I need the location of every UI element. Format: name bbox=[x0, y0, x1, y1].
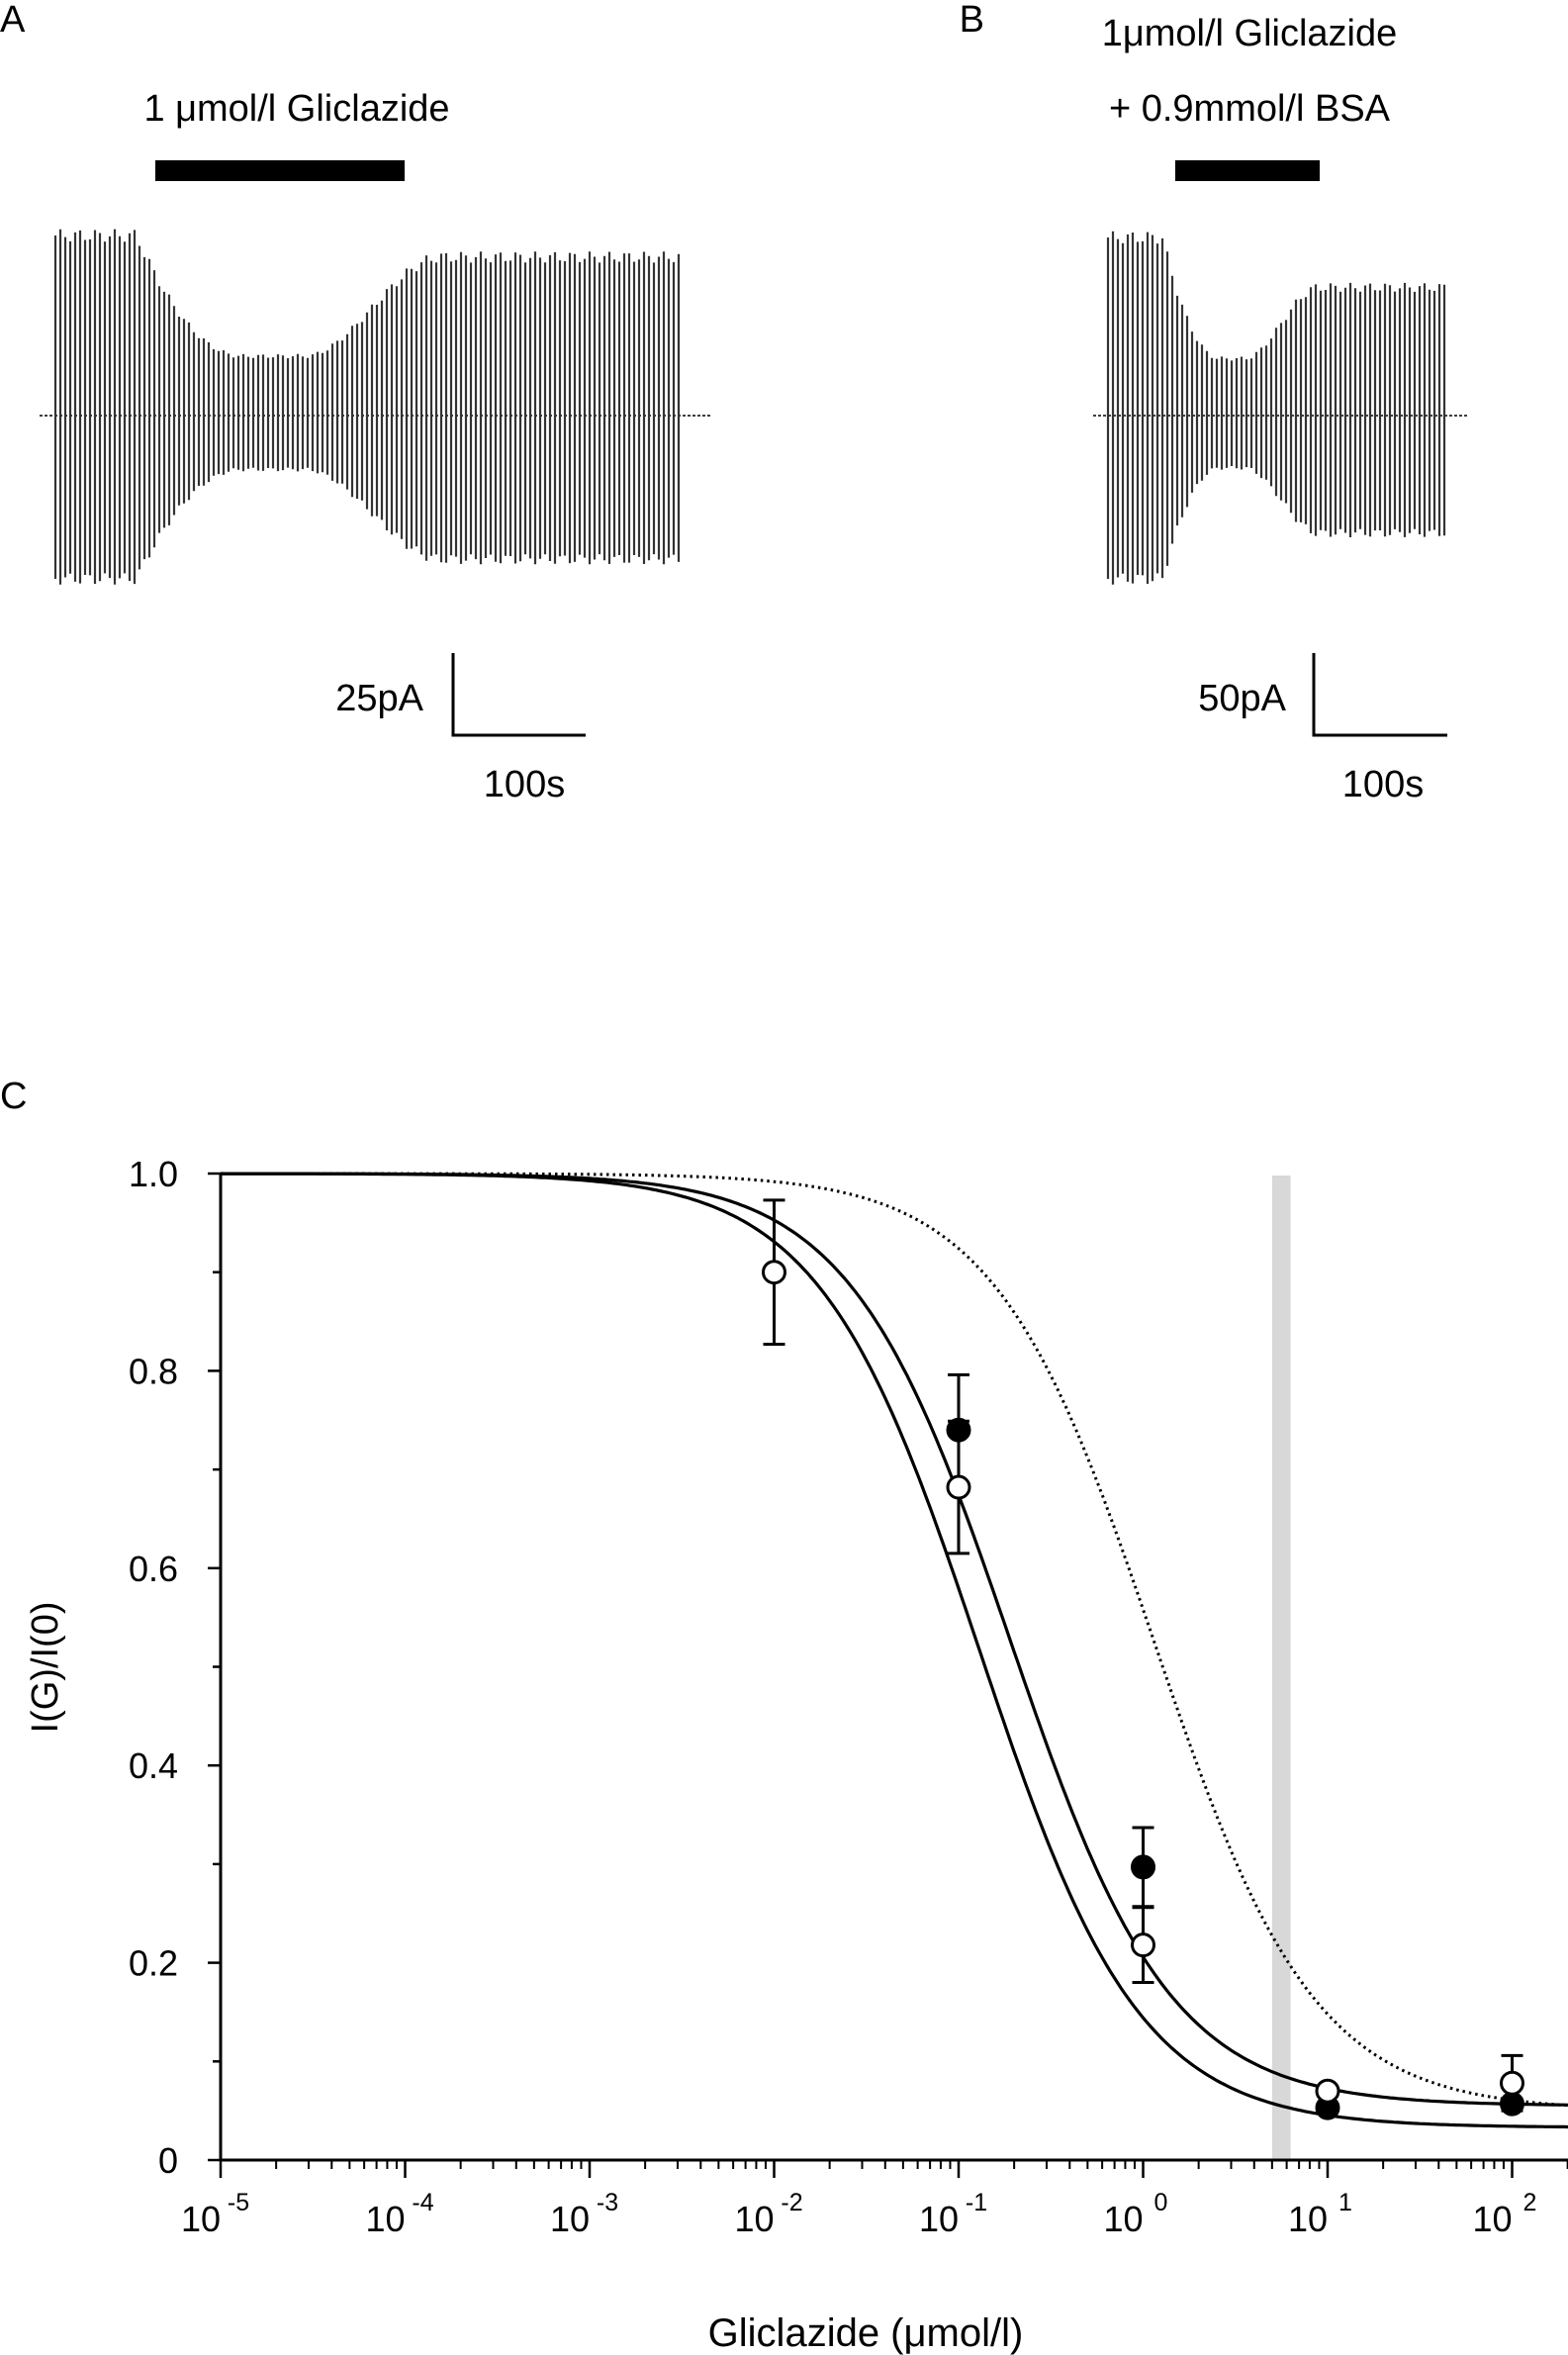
x-tick-label: 10 bbox=[1103, 2199, 1143, 2239]
panel-a-scale-current: 25pA bbox=[335, 678, 423, 719]
data-point-open bbox=[946, 1474, 971, 1500]
x-tick-exponent: -5 bbox=[228, 2189, 249, 2216]
x-tick-label: 10 bbox=[919, 2199, 959, 2239]
fit-curve-dotted-fit bbox=[221, 1172, 1568, 2108]
panel-b-drug-bar bbox=[1175, 160, 1320, 181]
panel-b-drug-label-line1: 1μmol/l Gliclazide bbox=[1102, 13, 1398, 54]
y-ticks: 0 0.2 0.4 0.6 0.8 1.0 bbox=[129, 1154, 221, 2181]
x-tick-label: 10 bbox=[1288, 2199, 1328, 2239]
x-tick-label: 10 bbox=[181, 2199, 221, 2239]
panel-a-label: A bbox=[0, 0, 26, 41]
panel-a-scale-time: 100s bbox=[484, 764, 565, 805]
x-tick-exponent: -3 bbox=[597, 2189, 618, 2216]
fit-curve-open bbox=[221, 1172, 1568, 2129]
fit-curve-filled bbox=[220, 1172, 1568, 2107]
panel-b-scale-time: 100s bbox=[1342, 764, 1424, 805]
panel-b-drug-label-line2: + 0.9mmol/l BSA bbox=[1109, 88, 1391, 130]
data-points bbox=[762, 1198, 1524, 2120]
x-tick-label: 10 bbox=[365, 2199, 405, 2239]
y-tick-label: 0.4 bbox=[129, 1745, 178, 1786]
data-point-open bbox=[1315, 2078, 1340, 2104]
data-point-open bbox=[1131, 1932, 1155, 1958]
panel-a-trace bbox=[53, 229, 681, 585]
panel-a-drug-bar bbox=[155, 160, 405, 181]
x-tick-label: 10 bbox=[550, 2199, 590, 2239]
x-axis-label: Gliclazide (μmol/l) bbox=[708, 2311, 1024, 2355]
panel-c: C 00.20.40.60.81.0 10 -5 10 -4 10 -3 10 -2 10 -1 1… bbox=[0, 1076, 1568, 2355]
y-tick-label: 0.6 bbox=[129, 1549, 178, 1589]
x-ticks: 10 -5 10 -4 10 -3 10 -2 10 -1 10 0 10 1 10 2 bbox=[181, 2160, 1568, 2239]
x-tick-exponent: 2 bbox=[1523, 2189, 1537, 2216]
panel-b-scale-current: 50pA bbox=[1198, 678, 1286, 719]
panel-b: B 1μmol/l Gliclazide + 0.9mmol/l BSA 50p… bbox=[960, 0, 1469, 805]
data-point-open bbox=[1500, 2070, 1524, 2096]
panel-b-trace bbox=[1106, 231, 1446, 585]
shaded-band bbox=[1271, 1176, 1291, 2160]
x-tick-exponent: 0 bbox=[1154, 2189, 1168, 2216]
panel-b-scale-bar bbox=[1312, 653, 1447, 737]
x-tick-exponent: -1 bbox=[966, 2189, 987, 2216]
x-tick-label: 10 bbox=[734, 2199, 774, 2239]
y-tick-label: 1.0 bbox=[129, 1154, 178, 1194]
panel-c-label: C bbox=[0, 1076, 27, 1117]
x-tick-label: 10 bbox=[1472, 2199, 1512, 2239]
fit-curves bbox=[220, 1172, 1568, 2129]
panel-b-label: B bbox=[960, 0, 984, 41]
panel-a: A 1 μmol/l Gliclazide 25pA 100s bbox=[0, 0, 712, 805]
panel-a-drug-label: 1 μmol/l Gliclazide bbox=[143, 88, 449, 130]
x-tick-exponent: -2 bbox=[781, 2189, 802, 2216]
data-point-open bbox=[762, 1260, 786, 1285]
y-tick-label: 0.2 bbox=[129, 1943, 178, 1984]
x-tick-exponent: 1 bbox=[1338, 2189, 1352, 2216]
y-tick-label: 0 bbox=[158, 2140, 178, 2181]
x-tick-exponent: -4 bbox=[412, 2189, 433, 2216]
y-axis-label: I(G)/I(0) bbox=[25, 1602, 66, 1734]
data-point-filled bbox=[1131, 1854, 1155, 1880]
y-tick-label: 0.8 bbox=[129, 1351, 178, 1391]
panel-a-scale-bar bbox=[451, 653, 586, 737]
